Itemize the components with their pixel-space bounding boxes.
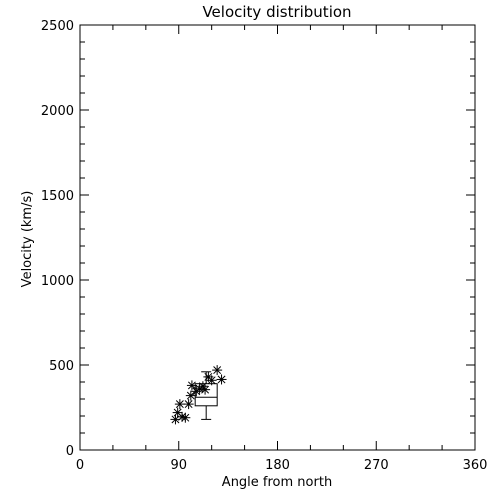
- data-point: [174, 399, 185, 410]
- x-axis-label: Angle from north: [222, 475, 332, 490]
- y-tick-label: 2500: [41, 19, 74, 34]
- data-point: [185, 390, 196, 401]
- data-point: [206, 375, 217, 386]
- data-point: [212, 365, 223, 376]
- data-points: [170, 365, 227, 425]
- y-tick-label: 2000: [41, 104, 74, 119]
- x-tick-label: 90: [170, 458, 187, 473]
- y-tick-label: 0: [66, 444, 74, 459]
- x-tick-label: 180: [265, 458, 290, 473]
- box-plot: [194, 371, 218, 420]
- data-point: [183, 399, 194, 410]
- y-tick-label: 1500: [41, 189, 74, 204]
- data-point: [186, 380, 197, 391]
- y-tick-label: 1000: [41, 274, 74, 289]
- data-point: [180, 412, 191, 423]
- x-tick-label: 0: [76, 458, 84, 473]
- y-tick-label: 500: [49, 359, 74, 374]
- data-point: [200, 384, 211, 395]
- data-point: [216, 374, 227, 385]
- plot-frame: [79, 24, 476, 451]
- chart-title: Velocity distribution: [202, 3, 351, 21]
- data-point: [197, 381, 208, 392]
- y-axis-label: Velocity (km/s): [20, 191, 35, 288]
- y-axis-ticks: 0 500 1000 1500 2000 2500: [41, 19, 475, 459]
- x-tick-label: 270: [364, 458, 389, 473]
- x-axis-ticks: 0 90 180 270 360: [76, 25, 488, 473]
- x-tick-label: 360: [463, 458, 488, 473]
